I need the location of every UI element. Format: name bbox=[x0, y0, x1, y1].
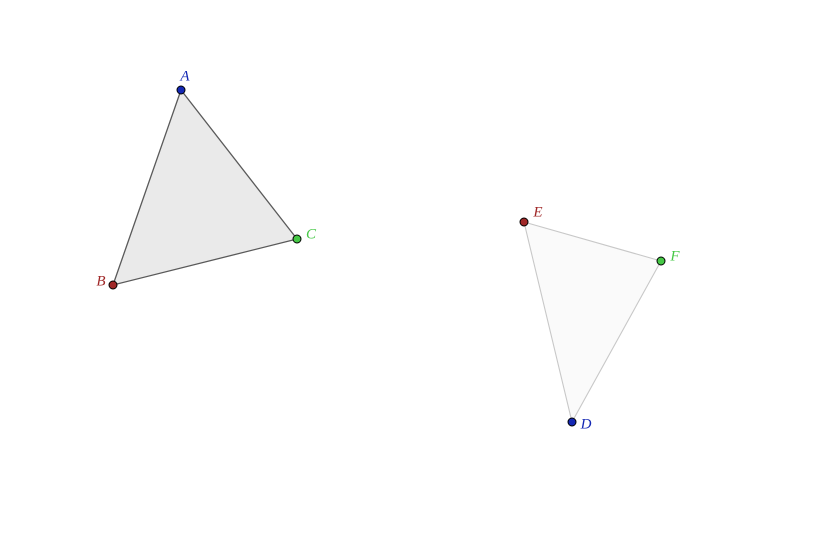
point-label-a: A bbox=[180, 69, 189, 86]
point-b[interactable] bbox=[109, 281, 118, 290]
triangle1[interactable] bbox=[113, 90, 297, 285]
point-a[interactable] bbox=[177, 86, 186, 95]
point-label-e: E bbox=[533, 205, 542, 222]
geometry-canvas: A B C D E F bbox=[0, 0, 813, 555]
point-d[interactable] bbox=[568, 418, 577, 427]
point-e[interactable] bbox=[520, 218, 529, 227]
point-label-b: B bbox=[96, 274, 105, 291]
point-label-d: D bbox=[581, 417, 592, 434]
point-label-f: F bbox=[670, 249, 679, 266]
point-f[interactable] bbox=[657, 257, 666, 266]
triangle2[interactable] bbox=[524, 222, 661, 422]
point-label-c: C bbox=[306, 227, 316, 244]
svg-triangles-layer bbox=[0, 0, 813, 555]
point-c[interactable] bbox=[293, 235, 302, 244]
